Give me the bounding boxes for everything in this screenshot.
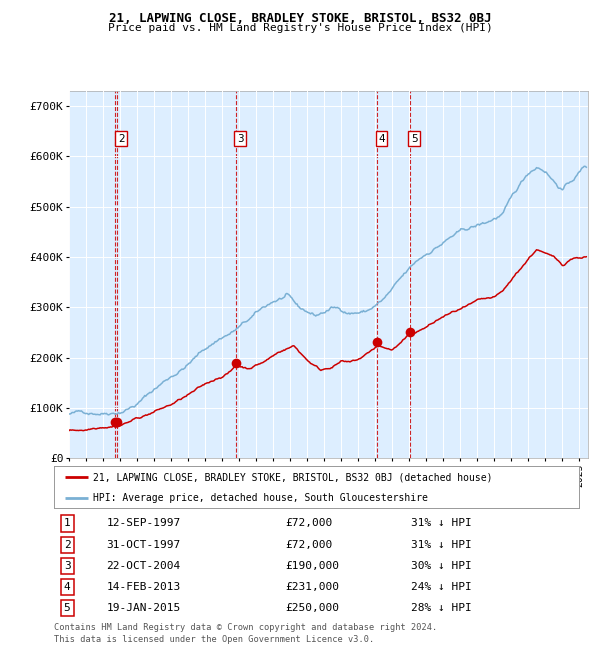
Text: 21, LAPWING CLOSE, BRADLEY STOKE, BRISTOL, BS32 0BJ (detached house): 21, LAPWING CLOSE, BRADLEY STOKE, BRISTO… (94, 473, 493, 482)
Text: 1: 1 (64, 519, 71, 528)
Text: 31% ↓ HPI: 31% ↓ HPI (411, 540, 472, 550)
Text: £190,000: £190,000 (285, 561, 339, 571)
Text: 2: 2 (118, 134, 125, 144)
Text: £72,000: £72,000 (285, 519, 332, 528)
Text: 3: 3 (237, 134, 244, 144)
Text: 31-OCT-1997: 31-OCT-1997 (107, 540, 181, 550)
Text: £72,000: £72,000 (285, 540, 332, 550)
Text: 3: 3 (64, 561, 71, 571)
Text: 30% ↓ HPI: 30% ↓ HPI (411, 561, 472, 571)
Text: £231,000: £231,000 (285, 582, 339, 592)
Text: 24% ↓ HPI: 24% ↓ HPI (411, 582, 472, 592)
Text: 5: 5 (64, 603, 71, 613)
Text: 4: 4 (378, 134, 385, 144)
Text: 12-SEP-1997: 12-SEP-1997 (107, 519, 181, 528)
Text: 21, LAPWING CLOSE, BRADLEY STOKE, BRISTOL, BS32 0BJ: 21, LAPWING CLOSE, BRADLEY STOKE, BRISTO… (109, 12, 491, 25)
Text: Contains HM Land Registry data © Crown copyright and database right 2024.
This d: Contains HM Land Registry data © Crown c… (54, 623, 437, 644)
Text: 22-OCT-2004: 22-OCT-2004 (107, 561, 181, 571)
Text: 4: 4 (64, 582, 71, 592)
Text: 19-JAN-2015: 19-JAN-2015 (107, 603, 181, 613)
Text: 2: 2 (64, 540, 71, 550)
Text: 28% ↓ HPI: 28% ↓ HPI (411, 603, 472, 613)
Text: HPI: Average price, detached house, South Gloucestershire: HPI: Average price, detached house, Sout… (94, 493, 428, 502)
Text: Price paid vs. HM Land Registry's House Price Index (HPI): Price paid vs. HM Land Registry's House … (107, 23, 493, 33)
Text: 5: 5 (411, 134, 418, 144)
Text: 14-FEB-2013: 14-FEB-2013 (107, 582, 181, 592)
Text: £250,000: £250,000 (285, 603, 339, 613)
Text: 31% ↓ HPI: 31% ↓ HPI (411, 519, 472, 528)
